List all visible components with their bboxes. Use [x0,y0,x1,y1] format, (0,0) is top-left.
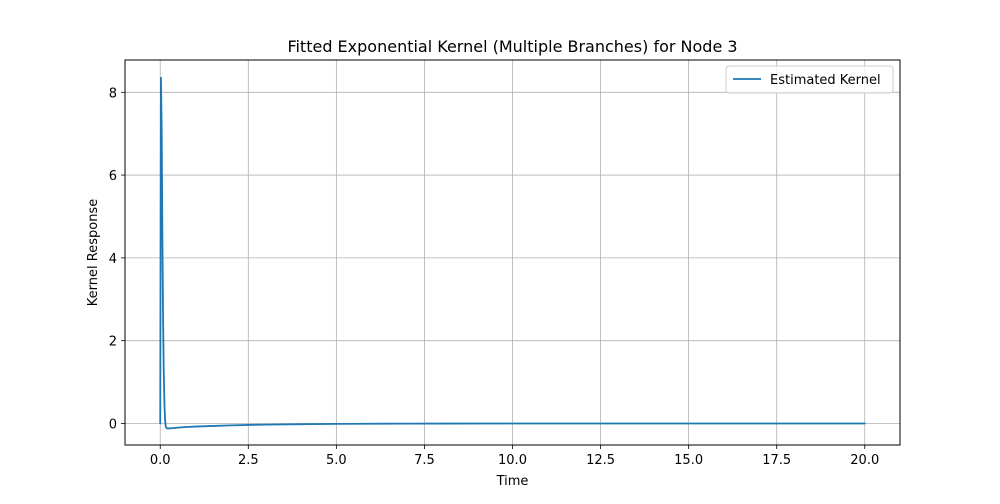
series-line-estimated-kernel [159,76,866,430]
y-tick-label: 2 [109,335,117,350]
x-tick-label: 10.0 [498,453,527,468]
legend-box [725,65,894,94]
y-tick-label: 4 [109,252,117,267]
x-tick-label: 0.0 [150,453,171,468]
x-tick-label: 17.5 [762,453,791,468]
x-tick-label: 2.5 [238,453,259,468]
y-axis-ticks: 0 2 4 6 8 [109,86,125,432]
legend-label-estimated-kernel: Estimated Kernel [770,73,881,88]
x-tick-label: 20.0 [850,453,879,468]
y-tick-label: 8 [109,86,117,101]
y-tick-label: 6 [109,169,117,184]
x-axis-ticks: 0.0 2.5 5.0 7.5 10.0 12.5 15.0 17.5 20.0 [150,445,879,468]
series-layer [159,76,866,430]
grid-lines [125,60,900,445]
y-axis-label: Kernel Response [86,199,101,306]
y-tick-label: 0 [109,417,117,432]
x-tick-label: 7.5 [414,453,435,468]
x-tick-label: 5.0 [326,453,347,468]
chart-title: Fitted Exponential Kernel (Multiple Bran… [287,37,737,56]
x-axis-label: Time [496,474,529,489]
x-tick-label: 15.0 [674,453,703,468]
x-tick-label: 12.5 [586,453,615,468]
legend: Estimated Kernel [725,65,894,94]
